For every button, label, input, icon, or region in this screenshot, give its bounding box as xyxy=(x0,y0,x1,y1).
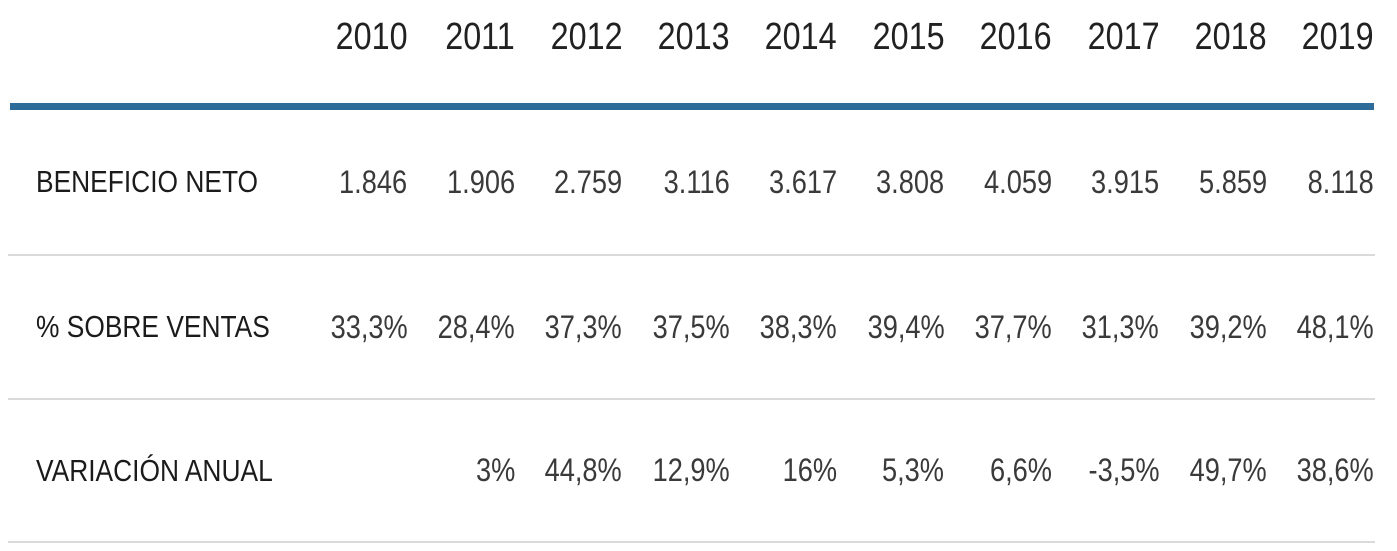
year-header-2012-text: 2012 xyxy=(550,16,623,58)
value-cell-sobre-ventas-2012-text: 37,3% xyxy=(545,308,623,345)
value-cell-sobre-ventas-2018: 39,2% xyxy=(1159,256,1266,398)
year-header-2019: 2019 xyxy=(1267,0,1374,103)
value-cell-variacion-anual-2012: 44,8% xyxy=(515,400,622,541)
value-cell-beneficio-neto-2014-text: 3.617 xyxy=(768,163,837,200)
value-cell-beneficio-neto-2014: 3.617 xyxy=(730,110,837,254)
value-cell-variacion-anual-2017-text: -3,5% xyxy=(1088,452,1160,488)
value-cell-beneficio-neto-2019: 8.118 xyxy=(1267,110,1374,254)
row-label-sobre-ventas-text: % SOBRE VENTAS xyxy=(36,309,270,344)
value-cell-beneficio-neto-2010-text: 1.846 xyxy=(339,163,408,200)
value-cell-variacion-anual-2017: -3,5% xyxy=(1052,400,1159,541)
value-cell-variacion-anual-2014-text: 16% xyxy=(782,452,837,488)
value-cell-sobre-ventas-2019-text: 48,1% xyxy=(1296,308,1374,345)
value-cell-sobre-ventas-2017: 31,3% xyxy=(1052,256,1159,398)
value-cell-variacion-anual-2018-text: 49,7% xyxy=(1189,452,1267,488)
year-header-2013-text: 2013 xyxy=(657,16,730,58)
year-header-2019-text: 2019 xyxy=(1302,16,1374,58)
value-cell-sobre-ventas-2016: 37,7% xyxy=(944,256,1052,398)
header-spacer-cell xyxy=(0,0,300,103)
year-header-2016: 2016 xyxy=(944,0,1052,103)
value-cell-beneficio-neto-2015: 3.808 xyxy=(837,110,944,254)
value-cell-sobre-ventas-2015-text: 39,4% xyxy=(867,308,945,345)
row-label-sobre-ventas: % SOBRE VENTAS xyxy=(0,256,300,398)
value-cell-beneficio-neto-2015-text: 3.808 xyxy=(876,163,945,200)
value-cell-sobre-ventas-2011: 28,4% xyxy=(407,256,515,398)
year-header-row: 2010 2011 2012 2013 2014 2015 2016 2017 2018 2019 xyxy=(0,0,1397,103)
value-cell-sobre-ventas-2013-text: 37,5% xyxy=(652,308,730,345)
value-cell-beneficio-neto-2013: 3.116 xyxy=(622,110,730,254)
year-header-2014-text: 2014 xyxy=(765,16,837,58)
value-cell-beneficio-neto-2017-text: 3.915 xyxy=(1091,163,1160,200)
value-cell-sobre-ventas-2015: 39,4% xyxy=(837,256,944,398)
year-header-2016-text: 2016 xyxy=(979,16,1052,58)
value-cell-sobre-ventas-2010: 33,3% xyxy=(300,256,407,398)
table-row-beneficio-neto: BENEFICIO NETO 1.846 1.906 2.759 3.116 3.617 3… xyxy=(0,110,1397,254)
value-cell-sobre-ventas-2011-text: 28,4% xyxy=(437,308,515,345)
value-cell-variacion-anual-2013-text: 12,9% xyxy=(652,452,730,488)
year-header-2012: 2012 xyxy=(515,0,622,103)
value-cell-sobre-ventas-2012: 37,3% xyxy=(515,256,622,398)
row-label-beneficio-neto-text: BENEFICIO NETO xyxy=(36,164,259,199)
row-label-variacion-anual-text: VARIACIÓN ANUAL xyxy=(36,452,273,488)
value-cell-beneficio-neto-2012-text: 2.759 xyxy=(554,163,623,200)
year-header-2017-text: 2017 xyxy=(1087,16,1160,58)
value-cell-beneficio-neto-2018-text: 5.859 xyxy=(1198,163,1267,200)
value-cell-sobre-ventas-2018-text: 39,2% xyxy=(1189,308,1267,345)
year-header-2010: 2010 xyxy=(300,0,408,103)
value-cell-variacion-anual-2015-text: 5,3% xyxy=(882,452,945,488)
value-cell-beneficio-neto-2012: 2.759 xyxy=(515,110,622,254)
value-cell-variacion-anual-2013: 12,9% xyxy=(622,400,729,541)
value-cell-beneficio-neto-2013-text: 3.116 xyxy=(663,163,730,200)
value-cell-variacion-anual-2018: 49,7% xyxy=(1159,400,1266,541)
value-cell-sobre-ventas-2019: 48,1% xyxy=(1267,256,1374,398)
value-cell-variacion-anual-2016: 6,6% xyxy=(944,400,1052,541)
value-cell-sobre-ventas-2017-text: 31,3% xyxy=(1082,308,1160,345)
value-cell-variacion-anual-2016-text: 6,6% xyxy=(989,452,1052,488)
value-cell-variacion-anual-2012-text: 44,8% xyxy=(545,452,623,488)
row-separator xyxy=(8,541,1375,543)
value-cell-sobre-ventas-2014: 38,3% xyxy=(730,256,837,398)
value-cell-beneficio-neto-2017: 3.915 xyxy=(1052,110,1159,254)
year-header-2018: 2018 xyxy=(1159,0,1267,103)
value-cell-variacion-anual-2011-text: 3% xyxy=(475,452,515,488)
value-cell-variacion-anual-2015: 5,3% xyxy=(837,400,944,541)
table-row-sobre-ventas: % SOBRE VENTAS 33,3% 28,4% 37,3% 37,5% 38,3% 3… xyxy=(0,256,1397,398)
table-row-variacion-anual: VARIACIÓN ANUAL 3% 44,8% 12,9% 16% 5,3% 6,6% -3… xyxy=(0,400,1397,541)
value-cell-sobre-ventas-2013: 37,5% xyxy=(622,256,729,398)
year-header-2015: 2015 xyxy=(837,0,945,103)
row-label-beneficio-neto: BENEFICIO NETO xyxy=(0,110,300,254)
header-rule xyxy=(10,103,1374,110)
row-label-variacion-anual: VARIACIÓN ANUAL xyxy=(0,400,300,541)
year-header-2011: 2011 xyxy=(407,0,514,103)
value-cell-variacion-anual-2011: 3% xyxy=(407,400,514,541)
row-separator xyxy=(8,254,1375,256)
row-separator xyxy=(8,398,1375,400)
year-header-2018-text: 2018 xyxy=(1194,16,1267,58)
value-cell-sobre-ventas-2016-text: 37,7% xyxy=(974,308,1052,345)
value-cell-beneficio-neto-2016: 4.059 xyxy=(944,110,1052,254)
value-cell-beneficio-neto-2016-text: 4.059 xyxy=(983,163,1052,200)
value-cell-variacion-anual-2010 xyxy=(300,400,407,541)
year-header-2017: 2017 xyxy=(1052,0,1159,103)
year-header-2013: 2013 xyxy=(622,0,730,103)
value-cell-beneficio-neto-2011-text: 1.906 xyxy=(446,163,515,200)
value-cell-variacion-anual-2014: 16% xyxy=(730,400,837,541)
value-cell-sobre-ventas-2010-text: 33,3% xyxy=(330,308,408,345)
value-cell-beneficio-neto-2010: 1.846 xyxy=(300,110,407,254)
value-cell-beneficio-neto-2018: 5.859 xyxy=(1159,110,1267,254)
year-header-2010-text: 2010 xyxy=(335,16,408,58)
value-cell-variacion-anual-2019: 38,6% xyxy=(1267,400,1374,541)
value-cell-beneficio-neto-2011: 1.906 xyxy=(407,110,515,254)
value-cell-sobre-ventas-2014-text: 38,3% xyxy=(759,308,837,345)
year-header-2015-text: 2015 xyxy=(872,16,945,58)
value-cell-beneficio-neto-2019-text: 8.118 xyxy=(1307,163,1374,200)
year-header-2014: 2014 xyxy=(730,0,837,103)
value-cell-variacion-anual-2019-text: 38,6% xyxy=(1296,452,1374,488)
year-header-2011-text: 2011 xyxy=(445,16,515,58)
